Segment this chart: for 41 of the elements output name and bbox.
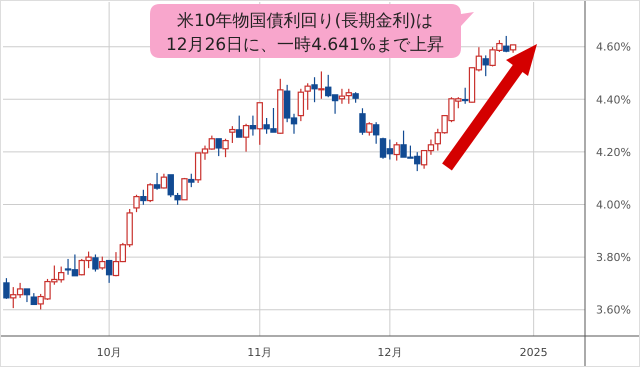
candlestick	[250, 115, 256, 136]
y-tick-label: 4.00%	[596, 198, 631, 212]
x-tick-label: 11月	[247, 346, 272, 359]
candlestick	[3, 278, 10, 300]
y-tick-label: 4.40%	[596, 93, 631, 106]
y-tick-label: 3.60%	[596, 304, 631, 317]
candlestick	[503, 35, 510, 53]
candlestick	[106, 260, 112, 284]
candlestick	[24, 288, 30, 303]
x-tick-label: 12月	[377, 346, 402, 359]
candlestick	[311, 76, 318, 103]
candlestick	[359, 108, 366, 136]
candlestick	[215, 138, 222, 157]
candlestick	[372, 122, 380, 144]
candlestick	[229, 126, 236, 144]
y-tick-label: 3.80%	[596, 251, 631, 264]
annotation: 米10年物国債利回り(長期金利)は 12月26日に、一時4.641%まで上昇	[166, 11, 444, 55]
y-tick-label: 4.20%	[596, 146, 631, 159]
candlestick	[147, 182, 154, 203]
candlestick	[462, 87, 468, 104]
candlestick	[236, 115, 242, 138]
candlestick	[99, 256, 106, 270]
x-tick-label: 10月	[96, 346, 122, 359]
y-tick-label: 4.60%	[596, 40, 631, 54]
candlestick	[318, 70, 325, 100]
candlestick	[160, 173, 168, 190]
candlestick	[366, 122, 373, 136]
x-tick-label: 2025	[520, 346, 548, 359]
candlestick	[154, 172, 160, 190]
candlestick	[133, 194, 140, 213]
callout: 米10年物国債利回り(長期金利)は 12月26日に、一時4.641%まで上昇	[150, 4, 474, 58]
candlestick	[30, 292, 38, 306]
candlestick	[181, 177, 188, 200]
candlestick	[482, 54, 489, 77]
candlestick	[394, 142, 400, 162]
candlestick	[92, 254, 99, 272]
candlestick	[188, 173, 194, 188]
candlestick	[140, 189, 147, 206]
candlestick	[352, 92, 359, 104]
candlestick	[222, 138, 229, 158]
candlestick	[242, 123, 250, 152]
